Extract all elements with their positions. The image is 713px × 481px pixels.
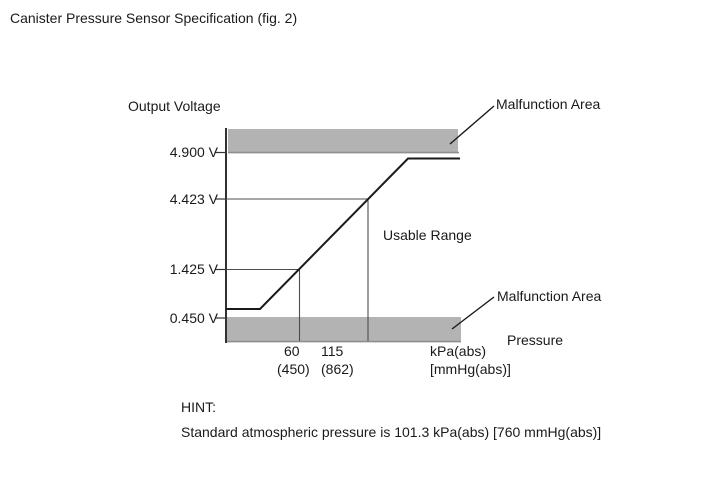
malfunction-area-top-label: Malfunction Area xyxy=(496,96,601,112)
figure-title: Canister Pressure Sensor Specification (… xyxy=(10,10,298,26)
malfunction-band-top xyxy=(228,129,458,152)
x-axis-title: Pressure xyxy=(507,332,564,348)
x-unit-kpa-label: kPa(abs) xyxy=(430,343,487,359)
y-tick-label-1425: 1.425 V xyxy=(169,261,218,277)
y-axis-title: Output Voltage xyxy=(128,98,221,114)
y-tick-label-4900: 4.900 V xyxy=(169,144,218,160)
y-tick-label-0450: 0.450 V xyxy=(169,310,218,326)
x-tick-label-862mmhg: (862) xyxy=(321,361,354,377)
x-tick-label-60: 60 xyxy=(284,343,300,359)
malfunction-top-leader-line xyxy=(449,105,495,145)
malfunction-bottom-leader-line xyxy=(451,296,495,330)
x-unit-mmhg-label: [mmHg(abs)] xyxy=(430,361,511,377)
sensor-output-curve xyxy=(226,157,460,310)
x-tick-label-450mmhg: (450) xyxy=(277,361,310,377)
x-tick-label-115: 115 xyxy=(321,343,344,359)
malfunction-band-bottom xyxy=(227,317,461,341)
usable-range-label: Usable Range xyxy=(383,227,472,243)
hint-label: HINT: xyxy=(181,399,216,415)
hint-text: Standard atmospheric pressure is 101.3 k… xyxy=(181,424,602,440)
y-tick-label-4423: 4.423 V xyxy=(169,191,218,207)
malfunction-area-bottom-label: Malfunction Area xyxy=(497,288,602,304)
